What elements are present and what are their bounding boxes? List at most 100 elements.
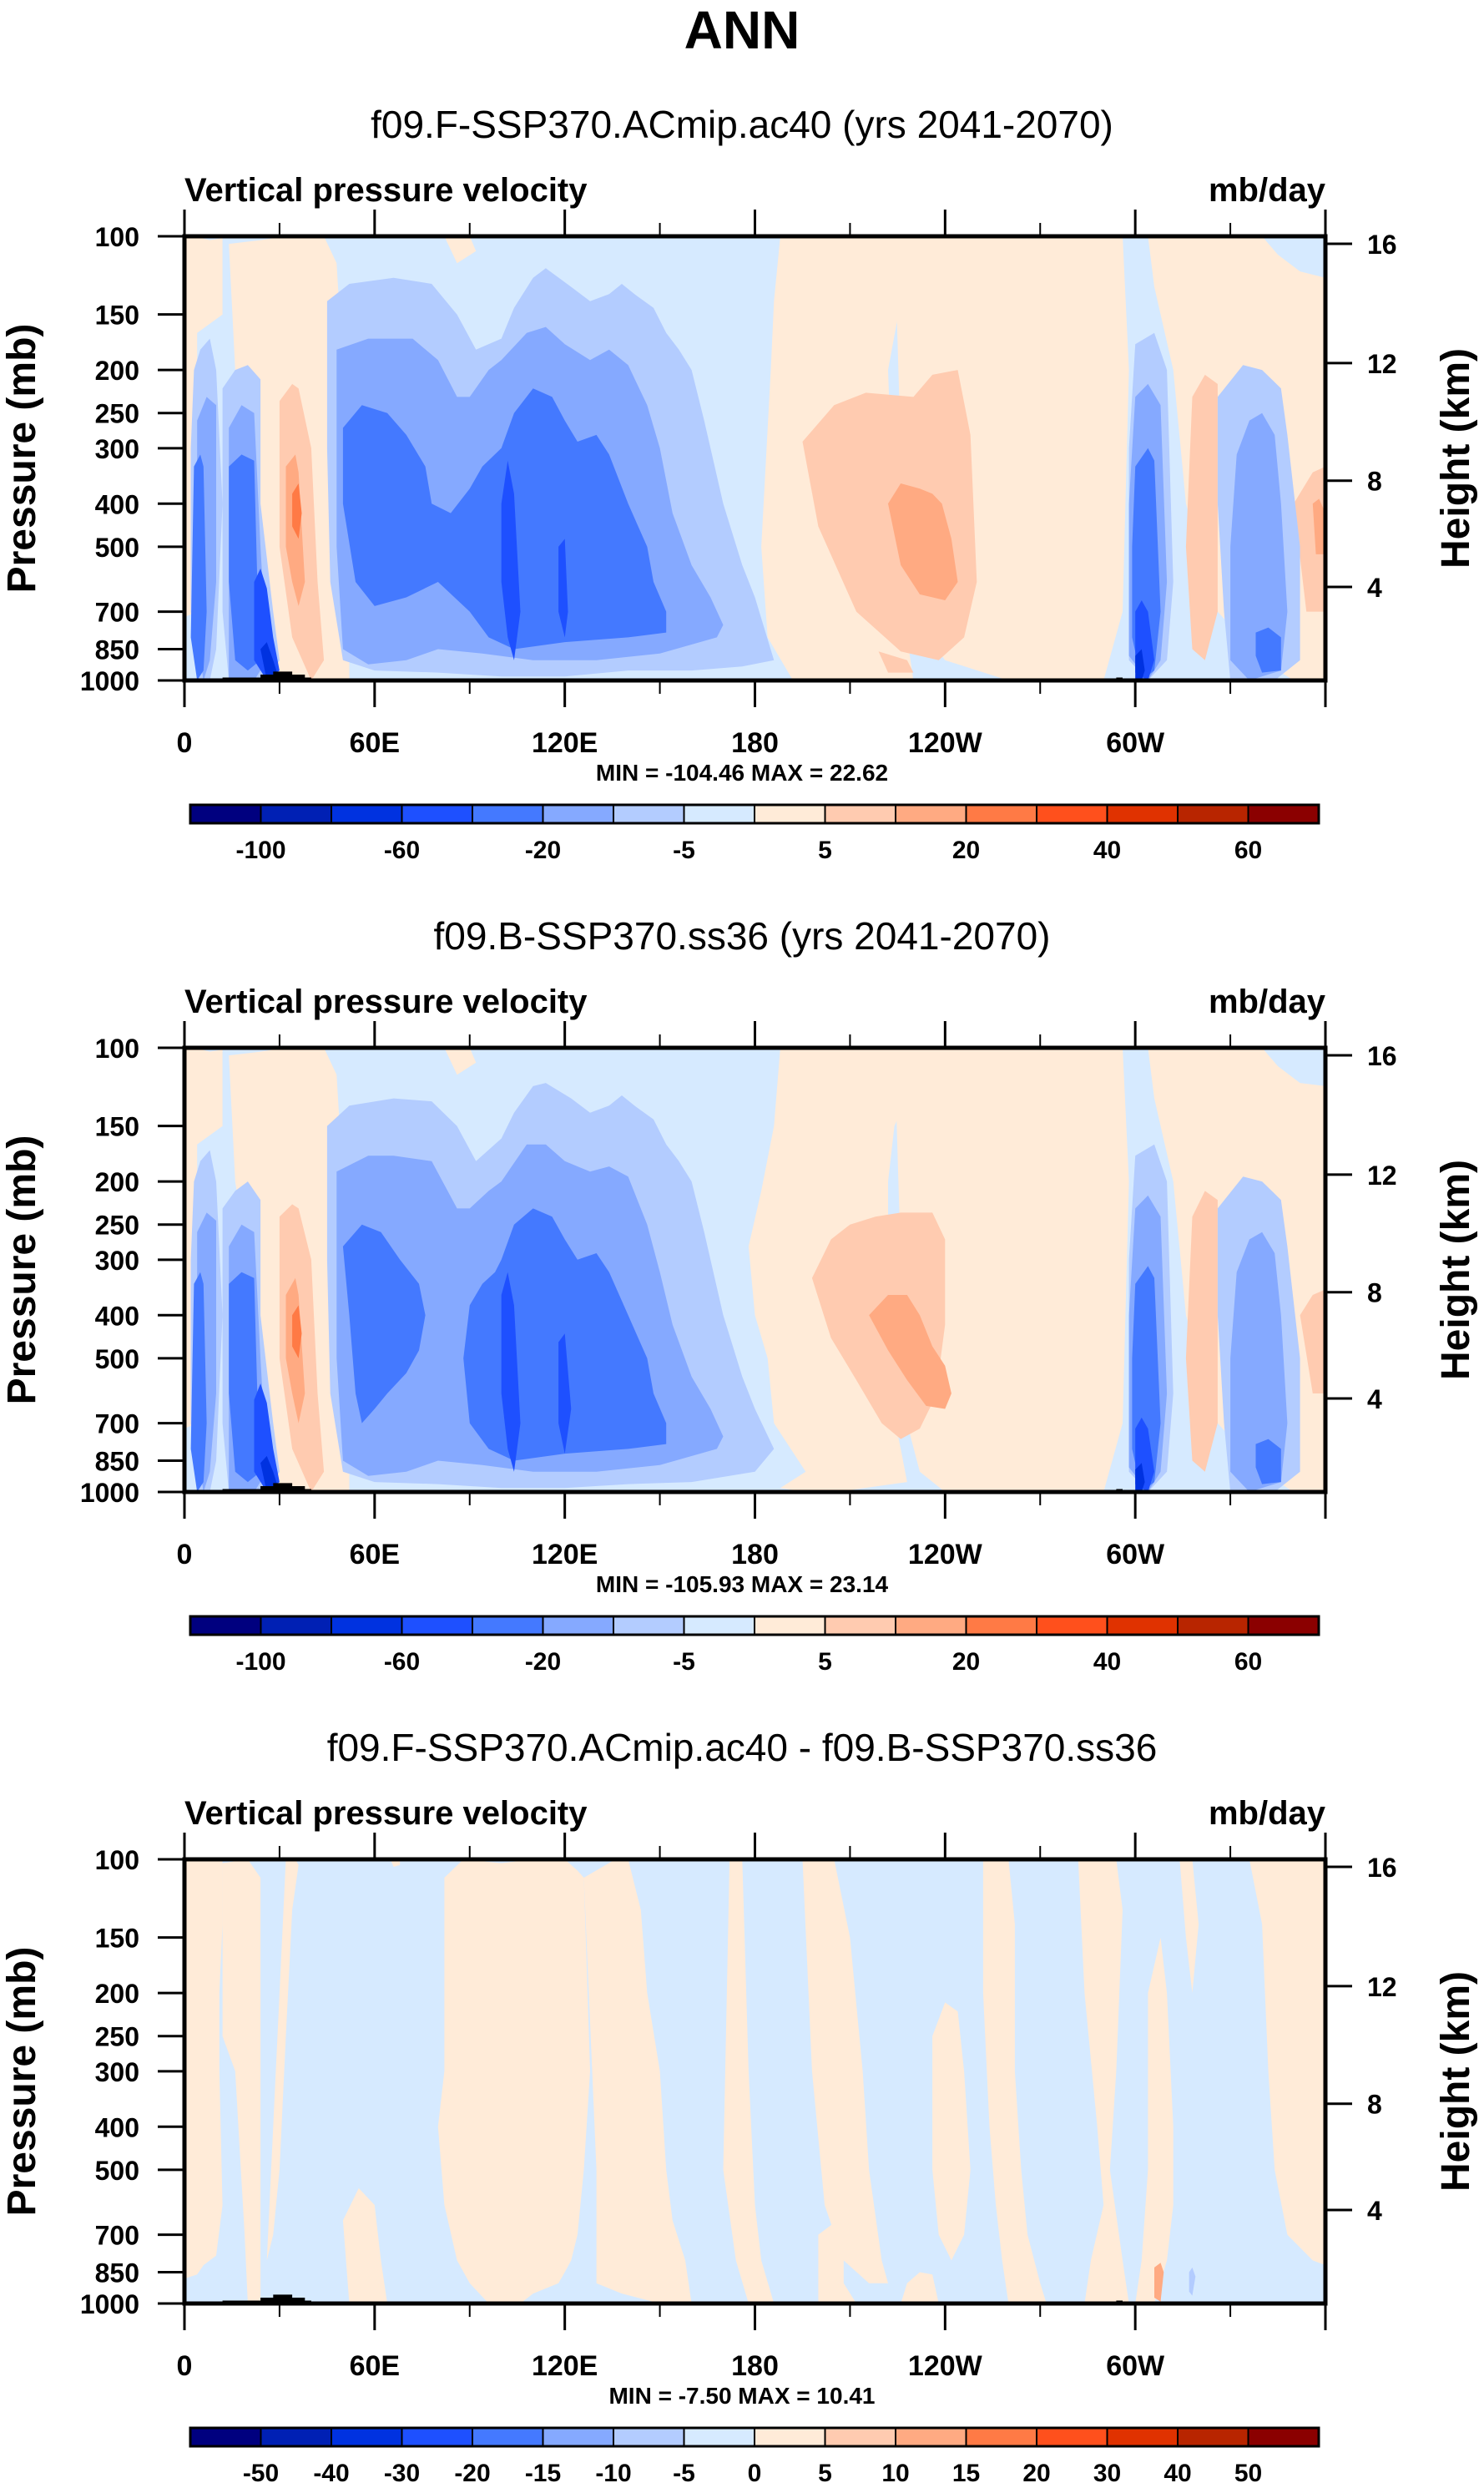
contour-region <box>501 460 521 660</box>
y-tick-label: 250 <box>95 2022 139 2052</box>
panel-1: f09.F-SSP370.ACmip.ac40 (yrs 2041-2070) V… <box>0 103 1478 864</box>
y-tick-label: 500 <box>95 533 139 563</box>
colorbar-box <box>895 1616 967 1636</box>
height-tick-label: 16 <box>1367 230 1397 260</box>
contour-region <box>982 1859 1047 2303</box>
colorbar-box <box>472 2427 544 2447</box>
units-string: mb/day <box>1209 1795 1326 1832</box>
colorbar: -100 -60 -20 -5 5 20 40 60 <box>189 1615 1320 1676</box>
contour-region <box>1204 1859 1325 2266</box>
contour-region <box>1230 412 1288 680</box>
contour-region <box>869 1295 951 1409</box>
colorbar-box <box>260 1616 332 1636</box>
colorbar-frame <box>189 803 1320 825</box>
colorbar-box <box>542 804 614 824</box>
colorbar-label: 5 <box>818 2460 832 2483</box>
y-tick-label: 1000 <box>80 666 139 696</box>
colorbar-box <box>189 1616 262 1636</box>
units-string: mb/day <box>1209 172 1326 209</box>
height-tick-label: 16 <box>1367 1853 1397 1883</box>
colorbar-label: -5 <box>673 2460 695 2483</box>
y-tick-label: 150 <box>95 1924 139 1954</box>
colorbar-label: -20 <box>525 1648 561 1676</box>
y-tick-label: 850 <box>95 1446 139 1476</box>
colorbar-box <box>1036 1616 1108 1636</box>
y-tick-label: 150 <box>95 1112 139 1142</box>
y-tick-label: 150 <box>95 301 139 331</box>
contour-region <box>1135 1937 1174 2303</box>
contour-region <box>222 1859 261 2303</box>
y-tick-label: 500 <box>95 2156 139 2186</box>
contour-region <box>558 539 568 638</box>
contour-region <box>1230 1231 1288 1492</box>
colorbar-label: 60 <box>1234 1648 1262 1676</box>
colorbar-box <box>1247 2427 1320 2447</box>
y-tick-label: 200 <box>95 1979 139 2009</box>
contour-region <box>229 454 261 671</box>
y-tick-label: 300 <box>95 1246 139 1276</box>
x-tick-label: 0 <box>177 1539 193 1570</box>
contour-region <box>558 1333 572 1454</box>
colorbar-box <box>260 804 332 824</box>
colorbar-box <box>401 1616 473 1636</box>
x-tick-label: 60E <box>350 2350 401 2382</box>
colorbar-box <box>754 1616 826 1636</box>
y-axis-title: Pressure (mb) <box>0 1947 44 2217</box>
colorbar-box <box>1177 2427 1249 2447</box>
left-string: Vertical pressure velocity <box>184 1795 588 1832</box>
colorbar-label: 40 <box>1093 837 1121 864</box>
colorbar-box <box>683 804 755 824</box>
contour-region <box>437 1859 590 2303</box>
y-tick-label: 100 <box>95 1845 139 1875</box>
x-tick-label: 120W <box>908 1539 983 1570</box>
height-tick-label: 4 <box>1367 573 1382 603</box>
contour-region <box>342 1224 426 1424</box>
x-tick-label: 120E <box>532 2350 598 2382</box>
contour-region <box>501 1272 521 1472</box>
colorbar-label: 5 <box>818 837 832 864</box>
contour-field <box>184 236 1325 680</box>
colorbar-label: 60 <box>1234 837 1262 864</box>
y-tick-label: 250 <box>95 1211 139 1241</box>
y-right-axis-title: Height (km) <box>1434 1160 1478 1380</box>
colorbar: -100 -60 -20 -5 5 20 40 60 <box>189 803 1320 864</box>
contour-region <box>901 2272 939 2303</box>
y-tick-label: 250 <box>95 399 139 429</box>
contour-region <box>266 1859 299 2261</box>
x-tick-label: 60W <box>1106 1539 1165 1570</box>
height-tick-label: 8 <box>1367 2090 1382 2120</box>
height-tick-label: 8 <box>1367 1278 1382 1308</box>
colorbar-label: 30 <box>1093 2460 1121 2483</box>
y-axis-title: Pressure (mb) <box>0 1135 44 1405</box>
colorbar-box <box>965 2427 1037 2447</box>
contour-region <box>184 1859 223 2279</box>
colorbar-frame <box>189 2426 1320 2448</box>
y-tick-label: 700 <box>95 2221 139 2251</box>
height-tick-label: 12 <box>1367 349 1397 379</box>
left-string: Vertical pressure velocity <box>184 172 588 209</box>
contour-region <box>1185 374 1218 660</box>
colorbar-label: 40 <box>1093 1648 1121 1676</box>
colorbar: -50 -40 -30 -20 -15 -10 -5 0 5 10 15 20 30 40 50 <box>189 2426 1320 2483</box>
y-tick-label: 400 <box>95 1301 139 1331</box>
colorbar-box <box>472 804 544 824</box>
x-tick-label: 60W <box>1106 727 1165 759</box>
colorbar-label: 10 <box>881 2460 909 2483</box>
colorbar-box <box>824 804 896 824</box>
height-tick-label: 12 <box>1367 1161 1397 1191</box>
contour-region <box>818 2220 856 2303</box>
colorbar-box <box>824 1616 896 1636</box>
y-tick-label: 850 <box>95 2258 139 2288</box>
colorbar-label: -100 <box>235 837 285 864</box>
y-right-axis-title: Height (km) <box>1434 1971 1478 2192</box>
y-right-axis-title: Height (km) <box>1434 348 1478 569</box>
colorbar-label: -5 <box>673 837 695 864</box>
x-tick-label: 180 <box>731 727 779 759</box>
x-tick-label: 60W <box>1106 2350 1165 2382</box>
colorbar-box <box>965 804 1037 824</box>
colorbar-label: -20 <box>454 2460 490 2483</box>
panel-2: f09.B-SSP370.ss36 (yrs 2041-2070) Vertica… <box>0 914 1478 1676</box>
y-tick-label: 700 <box>95 1409 139 1439</box>
contour-region <box>1255 627 1281 673</box>
contour-region <box>1312 498 1325 554</box>
